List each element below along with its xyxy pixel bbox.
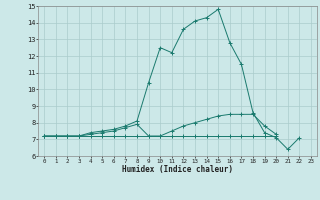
X-axis label: Humidex (Indice chaleur): Humidex (Indice chaleur)	[122, 165, 233, 174]
